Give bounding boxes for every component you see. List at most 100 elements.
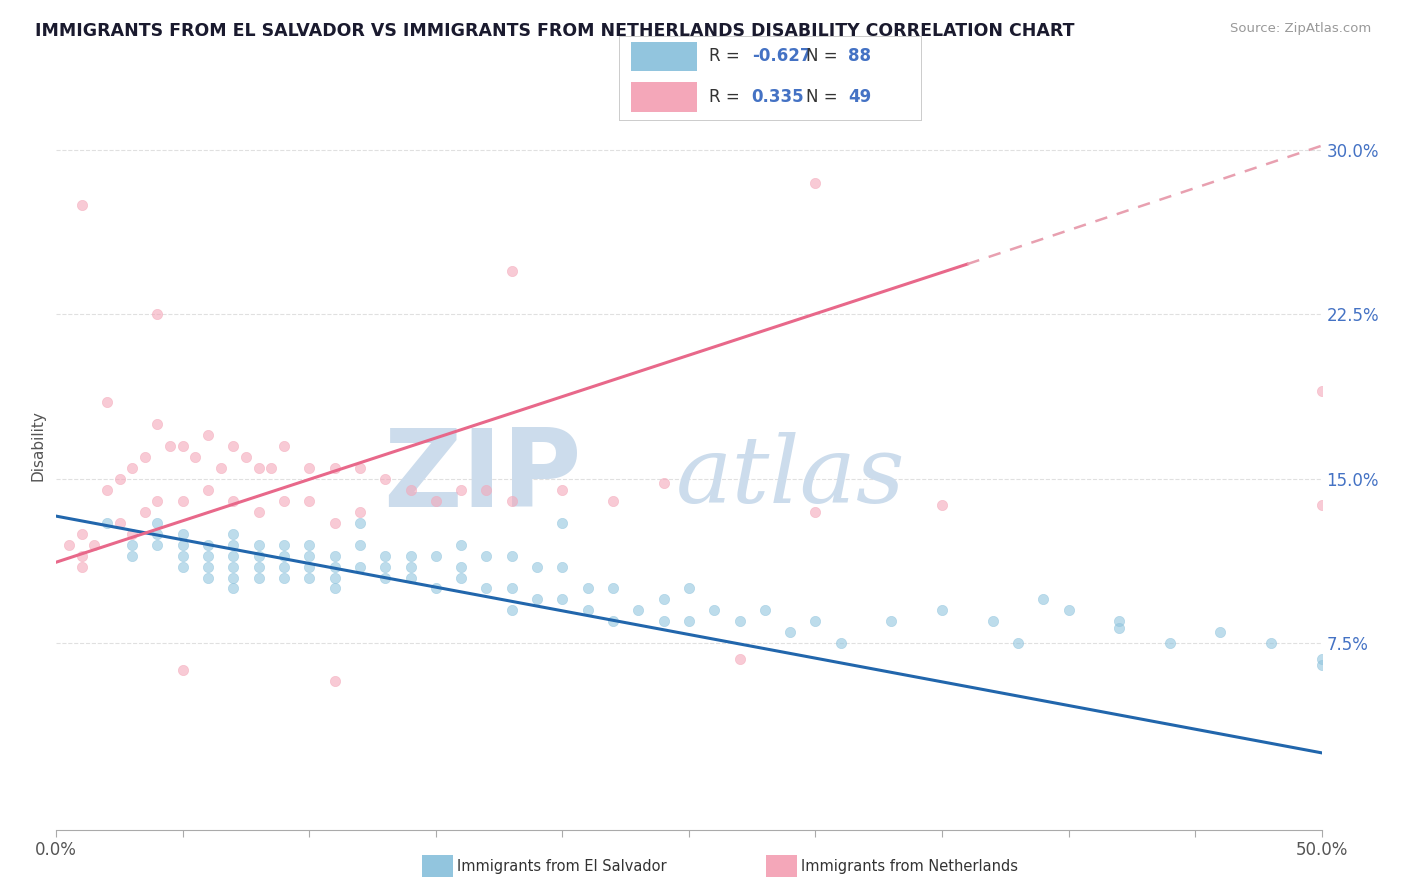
Point [323,559,346,574]
Point [779,625,801,640]
Point [134,450,156,464]
Point [70,198,93,212]
Point [222,582,245,596]
Point [501,582,523,596]
Point [184,450,207,464]
Bar [631,82,697,112]
Point [247,538,270,552]
Point [1159,636,1181,650]
Point [121,538,143,552]
Point [197,428,219,442]
Point [146,417,169,431]
Point [247,461,270,475]
Text: 0.335: 0.335 [752,88,804,106]
Point [222,526,245,541]
Point [58,538,80,552]
Point [222,493,245,508]
Point [374,559,396,574]
Point [298,538,321,552]
Point [172,526,194,541]
Bar [631,42,697,71]
Point [222,549,245,563]
Point [526,559,548,574]
Point [551,483,574,497]
Text: Immigrants from El Salvador: Immigrants from El Salvador [457,859,666,873]
Point [96,516,118,530]
Point [273,570,295,584]
Point [425,493,447,508]
Point [425,582,447,596]
Point [323,549,346,563]
Point [804,176,827,190]
Point [222,439,245,453]
Point [273,538,295,552]
Point [678,582,700,596]
Point [1032,592,1054,607]
Point [197,549,219,563]
Point [247,570,270,584]
Point [172,439,194,453]
Text: R =: R = [710,47,745,65]
Point [260,461,283,475]
Point [298,559,321,574]
Point [551,592,574,607]
Point [602,582,624,596]
Point [349,505,371,519]
Point [1310,658,1333,673]
Point [323,461,346,475]
Point [172,559,194,574]
Point [551,559,574,574]
Point [159,439,181,453]
Point [804,505,827,519]
Point [501,493,523,508]
Point [374,472,396,486]
Point [273,549,295,563]
Point [576,582,599,596]
Point [501,263,523,277]
Point [425,549,447,563]
Point [197,483,219,497]
Point [96,483,118,497]
Point [298,493,321,508]
Point [273,559,295,574]
Point [323,582,346,596]
Point [108,516,131,530]
Point [374,549,396,563]
Point [830,636,852,650]
Point [450,559,472,574]
Point [121,461,143,475]
Point [349,538,371,552]
Point [298,461,321,475]
Point [172,493,194,508]
Point [172,549,194,563]
Point [209,461,232,475]
Point [349,516,371,530]
Point [323,516,346,530]
Point [602,493,624,508]
Text: 49: 49 [848,88,872,106]
Point [197,570,219,584]
Point [754,603,776,617]
Point [728,615,751,629]
Point [172,538,194,552]
Point [703,603,725,617]
Point [450,538,472,552]
Point [1108,615,1130,629]
Point [475,483,498,497]
Point [247,549,270,563]
Point [273,439,295,453]
Point [1310,651,1333,665]
Point [399,549,422,563]
Point [146,308,169,322]
Point [526,592,548,607]
Point [323,673,346,688]
Text: N =: N = [806,47,844,65]
Text: ZIP: ZIP [382,424,582,530]
Point [399,570,422,584]
Text: 88: 88 [848,47,872,65]
Point [981,615,1004,629]
Point [602,615,624,629]
Point [804,615,827,629]
Point [96,395,118,409]
Point [1057,603,1080,617]
